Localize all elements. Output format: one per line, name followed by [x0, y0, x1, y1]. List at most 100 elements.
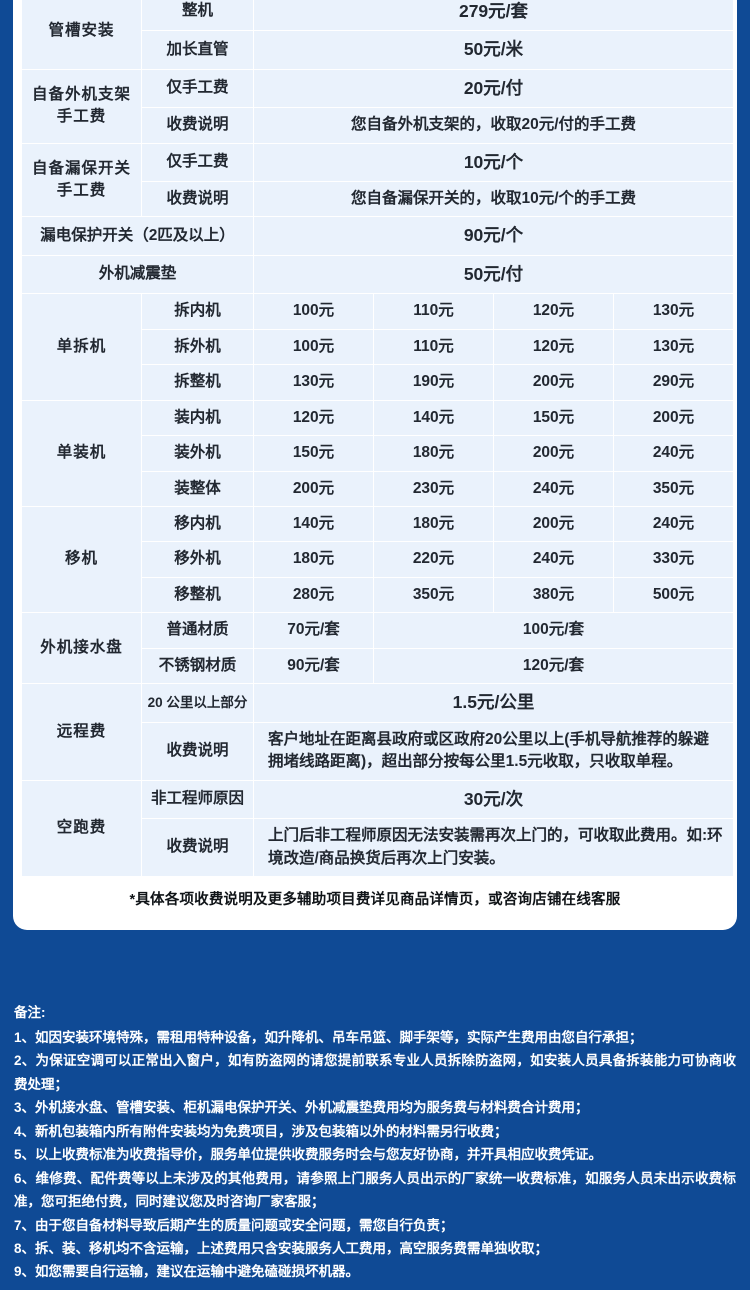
price-cell: 330元: [614, 542, 733, 577]
note-cell: 您自备外机支架的，收取20元/付的手工费: [254, 108, 733, 143]
price-cell: 200元: [494, 507, 613, 542]
price-cell: 290元: [614, 365, 733, 400]
row-sub-label: 普通材质: [142, 613, 253, 648]
row-sub-label: 收费说明: [142, 722, 253, 780]
remark-item: 9、如您需要自行运输，建议在运输中避免磕碰损坏机器。: [14, 1264, 360, 1280]
row-group-label: 外机接水盘: [22, 613, 141, 684]
table-row: 不锈钢材质 90元/套 120元/套: [22, 648, 733, 684]
table-row: 自备外机支架 手工费 仅手工费 20元/付: [22, 69, 733, 143]
remark-item: 6、维修费、配件费等以上未涉及的其他费用，请参照上门服务人员出示的厂家统一收费标…: [14, 1170, 736, 1210]
table-row: 移外机 180元 220元 240元 330元: [22, 542, 733, 577]
remarks-title: 备注:: [14, 1005, 46, 1020]
row-group-label: 空跑费: [22, 780, 141, 876]
table-row: 收费说明 上门后非工程师原因无法安装需再次上门的，可收取此费用。如:环境改造/商品…: [22, 819, 733, 876]
price-cell-merged: 120元/套: [374, 648, 733, 684]
table-row: 管槽安装 整机 279元/套: [22, 0, 733, 69]
price-cell: 130元: [614, 294, 733, 329]
table-row: 装外机 150元 180元 200元 240元: [22, 436, 733, 471]
table-row: 拆整机 130元 190元 200元 290元: [22, 365, 733, 400]
price-cell: 200元: [614, 400, 733, 436]
price-cell: 150元: [254, 436, 373, 471]
row-sub-label: 收费说明: [142, 819, 253, 876]
row-group-label: 自备漏保开关 手工费: [22, 143, 141, 217]
table-row: 收费说明 客户地址在距离县政府或区政府20公里以上(手机导航推荐的躲避拥堵线路距离…: [22, 722, 733, 780]
price-cell: 100元: [254, 329, 373, 365]
table-row: 加长直管 50元/米: [22, 31, 733, 69]
row-wide-label: 外机减震垫: [22, 255, 253, 294]
row-sub-label: 不锈钢材质: [142, 648, 253, 684]
row-sub-label: 装外机: [142, 436, 253, 471]
row-group-label: 单装机: [22, 400, 141, 506]
row-sub-label: 装内机: [142, 400, 253, 436]
price-cell: 180元: [374, 507, 493, 542]
price-cell: 140元: [254, 507, 373, 542]
remark-item: 1、如因安装环境特殊，需租用特种设备，如升降机、吊车吊篮、脚手架等，实际产生费用…: [14, 1029, 643, 1045]
row-sub-label: 加长直管: [142, 31, 253, 69]
price-cell: 240元: [614, 436, 733, 471]
row-sub-label: 20 公里以上部分: [142, 684, 253, 722]
remark-item: 7、由于您自备材料导致后期产生的质量问题或安全问题，需您自行负责；: [14, 1217, 454, 1233]
note-cell: 上门后非工程师原因无法安装需再次上门的，可收取此费用。如:环境改造/商品换货后再…: [254, 819, 733, 876]
price-cell: 50元/付: [254, 255, 733, 294]
fee-table-body: 管槽安装 整机 279元/套 加长直管 50元/米 自备外机支架 手工费 仅手工费 20元/付收…: [22, 0, 733, 876]
note-cell: 您自备漏保开关的，收取10元/个的手工费: [254, 181, 733, 217]
price-cell: 10元/个: [254, 143, 733, 181]
price-cell: 200元: [494, 436, 613, 471]
price-cell: 279元/套: [254, 0, 733, 31]
table-row: 外机接水盘 普通材质 70元/套 100元/套: [22, 613, 733, 684]
remark-item: 3、外机接水盘、管槽安装、柜机漏电保护开关、外机减震垫费用均为服务费与材料费合计…: [14, 1100, 589, 1116]
row-sub-label: 移整机: [142, 577, 253, 613]
price-cell: 350元: [374, 577, 493, 613]
row-sub-label: 非工程师原因: [142, 780, 253, 819]
row-sub-label: 移内机: [142, 507, 253, 542]
row-sub-label: 整机: [142, 0, 253, 31]
price-cell: 120元: [494, 329, 613, 365]
price-cell-merged: 100元/套: [374, 613, 733, 648]
price-cell: 130元: [254, 365, 373, 400]
remarks-list: 1、如因安装环境特殊，需租用特种设备，如升降机、吊车吊篮、脚手架等，实际产生费用…: [14, 1026, 736, 1284]
price-cell: 180元: [374, 436, 493, 471]
row-sub-label: 仅手工费: [142, 143, 253, 181]
price-cell: 220元: [374, 542, 493, 577]
row-sub-label: 移外机: [142, 542, 253, 577]
row-wide-label: 漏电保护开关（2匹及以上）: [22, 217, 253, 255]
price-cell: 20元/付: [254, 69, 733, 108]
price-cell: 90元/套: [254, 648, 373, 684]
price-cell: 200元: [254, 471, 373, 506]
price-cell: 500元: [614, 577, 733, 613]
remark-item: 8、拆、装、移机均不含运输，上述费用只含安装服务人工费用，高空服务费需单独收取；: [14, 1241, 549, 1256]
fee-table-card: 管槽安装 整机 279元/套 加长直管 50元/米 自备外机支架 手工费 仅手工费 20元/付收…: [13, 0, 737, 930]
row-sub-label: 拆外机: [142, 329, 253, 365]
price-cell: 110元: [374, 294, 493, 329]
price-cell: 140元: [374, 400, 493, 436]
table-row: 自备漏保开关 手工费 仅手工费 10元/个: [22, 143, 733, 217]
price-cell: 120元: [494, 294, 613, 329]
table-row: 漏电保护开关（2匹及以上） 90元/个: [22, 217, 733, 255]
remark-item: 2、为保证空调可以正常出入窗户，如有防盗网的请您提前联系专业人员拆除防盗网，如安…: [14, 1053, 736, 1092]
price-cell: 100元: [254, 294, 373, 329]
row-group-label: 管槽安装: [22, 0, 141, 69]
price-cell: 380元: [494, 577, 613, 613]
row-sub-label: 装整体: [142, 471, 253, 506]
price-cell: 190元: [374, 365, 493, 400]
table-row: 移机 移内机 140元 180元 200元 240元: [22, 507, 733, 613]
price-cell: 240元: [494, 542, 613, 577]
remarks-block: 备注: 1、如因安装环境特殊，需租用特种设备，如升降机、吊车吊篮、脚手架等，实际…: [0, 991, 750, 1290]
card-footnote: *具体各项收费说明及更多辅助项目费详见商品详情页，或咨询店铺在线客服: [129, 891, 621, 908]
table-row: 远程费 20 公里以上部分 1.5元/公里: [22, 684, 733, 780]
price-cell: 180元: [254, 542, 373, 577]
table-row: 单拆机 拆内机 100元 110元 120元 130元: [22, 294, 733, 400]
remark-item: 5、以上收费标准为收费指导价，服务单位提供收费服务时会与您友好协商，并开具相应收…: [14, 1147, 603, 1163]
row-sub-label: 拆内机: [142, 294, 253, 329]
row-group-label: 远程费: [22, 684, 141, 780]
row-group-label: 单拆机: [22, 294, 141, 400]
row-group-label: 自备外机支架 手工费: [22, 69, 141, 143]
price-cell: 280元: [254, 577, 373, 613]
price-cell: 90元/个: [254, 217, 733, 255]
table-row: 移整机 280元 350元 380元 500元: [22, 577, 733, 613]
price-cell: 130元: [614, 329, 733, 365]
price-cell: 30元/次: [254, 780, 733, 819]
price-cell: 120元: [254, 400, 373, 436]
fee-table: 管槽安装 整机 279元/套 加长直管 50元/米 自备外机支架 手工费 仅手工费 20元/付收…: [21, 0, 734, 877]
price-cell: 70元/套: [254, 613, 373, 648]
